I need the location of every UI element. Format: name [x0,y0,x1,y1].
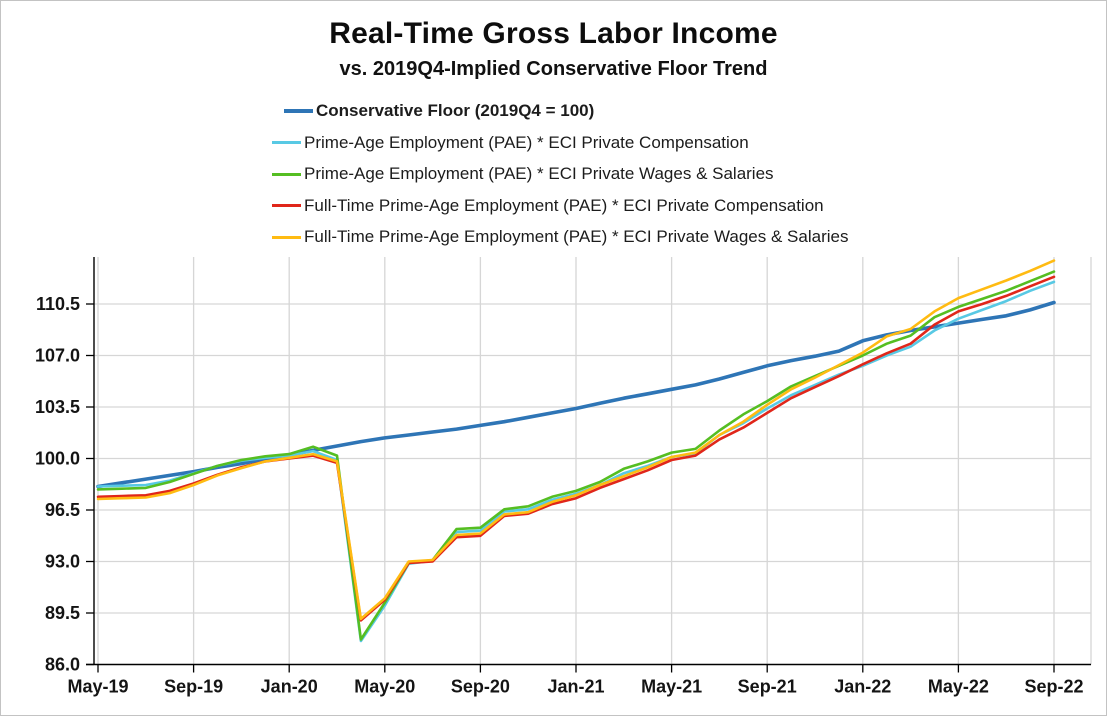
x-tick-label: May-20 [354,677,415,697]
y-tick-label: 107.0 [35,346,80,366]
legend-item: Prime-Age Employment (PAE) * ECI Private… [272,132,848,154]
legend-label: Full-Time Prime-Age Employment (PAE) * E… [304,227,849,246]
legend-item: Full-Time Prime-Age Employment (PAE) * E… [272,195,848,217]
legend: Conservative Floor (2019Q4 = 100) Prime-A… [272,100,848,258]
y-tick-label: 96.5 [45,500,80,520]
legend-swatch-line [272,235,301,239]
y-tick-label: 89.5 [45,603,80,623]
legend-label: Full-Time Prime-Age Employment (PAE) * E… [304,195,824,215]
y-tick-label: 100.0 [35,449,80,469]
legend-item: Full-Time Prime-Age Employment (PAE) * E… [272,226,848,248]
series-line-2 [96,270,1056,641]
y-tick-label: 110.5 [36,294,80,314]
x-tick-label: Sep-21 [738,677,797,697]
chart-subtitle: vs. 2019Q4-Implied Conservative Floor Tr… [339,58,768,80]
legend-swatch-line [272,141,301,144]
legend-swatch-line [284,109,313,113]
series-line-4 [96,259,1056,621]
legend-item: Prime-Age Employment (PAE) * ECI Private… [272,163,848,185]
chart-title: Real-Time Gross Labor Income [329,17,778,50]
legend-item: Conservative Floor (2019Q4 = 100) [284,100,848,122]
y-tick-label: 103.5 [35,397,80,417]
legend-label: Conservative Floor (2019Q4 = 100) [316,101,595,120]
x-tick-label: Jan-22 [834,677,891,697]
x-tick-label: Sep-20 [451,677,510,697]
x-tick-label: May-19 [67,677,128,697]
x-tick-label: Sep-22 [1024,677,1083,697]
x-tick-label: Jan-21 [547,677,604,697]
legend-swatch-line [272,204,301,207]
y-tick-label: 86.0 [45,655,80,675]
y-tick-label: 93.0 [45,552,80,572]
x-tick-label: May-22 [928,677,989,697]
x-tick-label: May-21 [641,677,702,697]
legend-label: Prime-Age Employment (PAE) * ECI Private… [304,164,774,183]
x-tick-label: Jan-20 [261,677,318,697]
legend-label: Prime-Age Employment (PAE) * ECI Private… [304,132,749,152]
legend-swatch-line [272,172,301,176]
x-tick-label: Sep-19 [164,677,223,697]
